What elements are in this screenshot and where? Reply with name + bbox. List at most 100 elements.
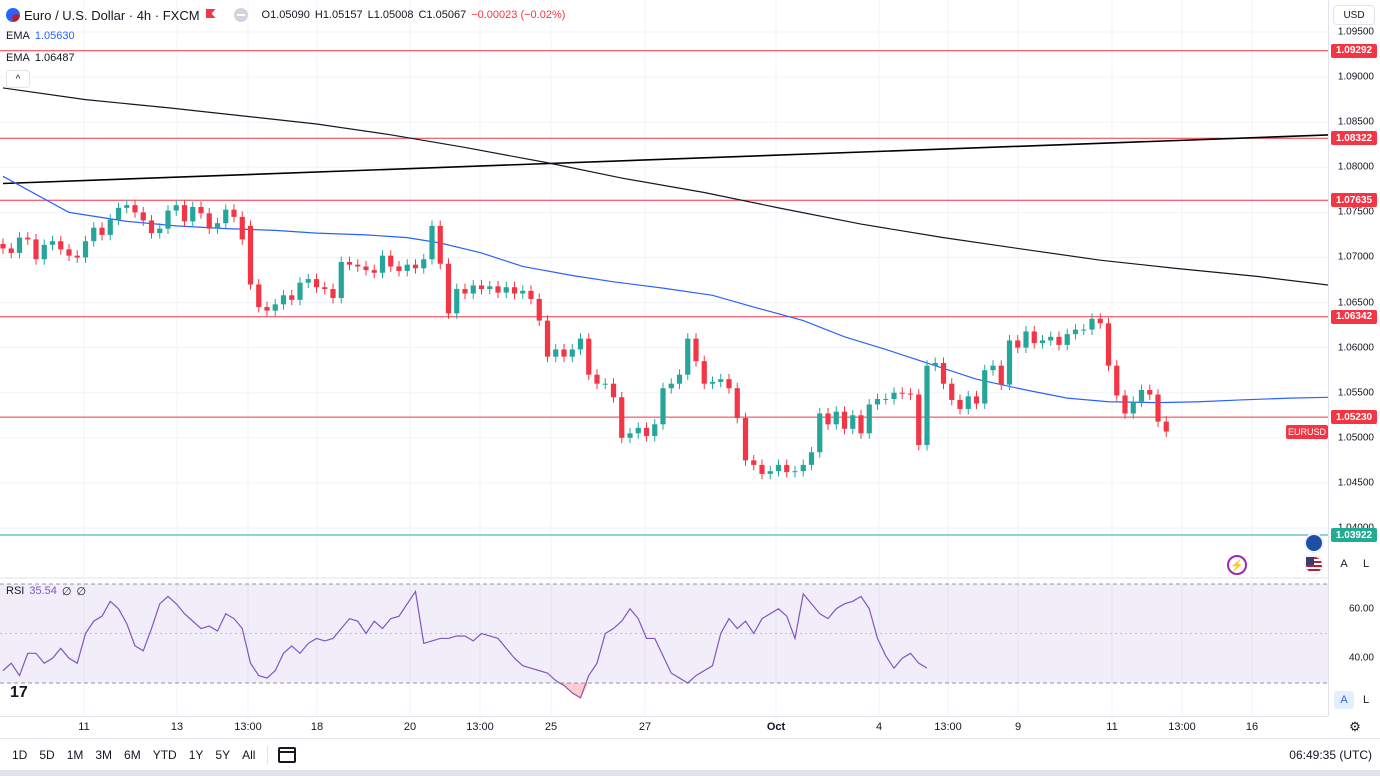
candle-body — [1130, 401, 1136, 414]
candle-body — [140, 212, 146, 221]
tradingview-logo[interactable]: 17 — [10, 684, 28, 701]
chart-area[interactable]: Euro / U.S. Dollar · 4h · FXCM O1.05090 … — [0, 0, 1328, 716]
eu-flag-icon[interactable] — [1304, 533, 1324, 553]
candle-body — [833, 411, 839, 425]
candle-body — [1114, 365, 1120, 396]
candle-body — [586, 338, 592, 375]
candle-body — [652, 424, 658, 437]
symbol-title[interactable]: Euro / U.S. Dollar · 4h · FXCM — [24, 7, 200, 23]
candle-body — [421, 259, 427, 269]
range-button-1y[interactable]: 1Y — [188, 747, 204, 762]
candle-body — [66, 249, 72, 256]
rsi-auto-scale-button[interactable]: A — [1334, 691, 1354, 709]
price-chart-svg[interactable] — [0, 0, 1328, 716]
price-level-badge[interactable]: 1.05230 — [1331, 410, 1377, 425]
time-tick-label: 9 — [1014, 721, 1022, 733]
candle-body — [58, 241, 64, 250]
ohlc-high-value: H1.05157 — [314, 9, 363, 21]
candle-body — [610, 383, 617, 398]
candle-body — [487, 286, 493, 290]
range-button-5y[interactable]: 5Y — [215, 747, 231, 762]
collapse-legend-icon[interactable] — [233, 8, 248, 22]
range-button-3m[interactable]: 3M — [95, 747, 113, 762]
auto-scale-button[interactable]: A — [1340, 558, 1348, 570]
range-button-1m[interactable]: 1M — [66, 747, 84, 762]
candle-body — [685, 338, 691, 375]
price-level-badge[interactable]: 1.09292 — [1331, 43, 1377, 58]
candle-body — [660, 388, 666, 425]
ohlc-change: −0.00023 (−0.02%) — [471, 9, 566, 21]
gear-icon[interactable]: ⚙ — [1349, 719, 1361, 734]
ema-fast-legend[interactable]: EMA 1.05630 — [6, 27, 75, 45]
rsi-param-2: ∅ — [76, 586, 87, 598]
candle-body — [924, 365, 930, 446]
price-level-badge[interactable]: 1.08322 — [1331, 131, 1377, 146]
ohlc-close-value: C1.05067 — [418, 9, 467, 21]
candle-body — [107, 219, 113, 235]
range-button-all[interactable]: All — [242, 747, 256, 762]
rsi-legend[interactable]: RSI 35.54 ∅ ∅ — [6, 585, 86, 598]
candle-body — [330, 289, 336, 299]
candle-body — [742, 417, 749, 461]
candle-body — [462, 289, 468, 294]
rsi-log-scale-button[interactable]: L — [1362, 694, 1370, 706]
candle-body — [1015, 340, 1021, 348]
time-tick-label: Oct — [766, 721, 786, 733]
price-tick-label: 1.09500 — [1337, 26, 1374, 38]
candle-body — [115, 207, 122, 220]
candle-body — [982, 370, 988, 404]
range-button-1d[interactable]: 1D — [12, 747, 28, 762]
candle-body — [198, 206, 204, 214]
candle-body — [817, 413, 823, 453]
range-button-6m[interactable]: 6M — [124, 747, 141, 762]
ema-fast-value: 1.05630 — [34, 30, 75, 42]
currency-button[interactable]: USD — [1333, 5, 1375, 25]
price-axis[interactable]: 1.09500 1.09000 1.08500 1.08000 1.07500 1.070… — [1328, 0, 1380, 716]
price-tick-label: 1.07500 — [1337, 206, 1374, 218]
log-scale-button[interactable]: L — [1362, 558, 1370, 570]
price-tick-label: 1.04000 — [1338, 523, 1374, 534]
candle-body — [932, 362, 938, 366]
candle-body — [1155, 394, 1161, 422]
us-flag-icon[interactable] — [1304, 555, 1324, 575]
candle-body — [553, 349, 559, 357]
utc-clock[interactable]: 06:49:35 (UTC) — [1289, 747, 1372, 762]
candle-body — [594, 374, 600, 384]
time-tick-label: 11 — [78, 721, 90, 733]
candle-body — [454, 289, 460, 314]
range-button-5d[interactable]: 5D — [39, 747, 55, 762]
lightning-icon[interactable]: ⚡ — [1227, 555, 1247, 575]
candle-body — [280, 295, 287, 305]
price-level-badge[interactable]: 1.03922 — [1331, 528, 1377, 543]
candle-body — [396, 266, 402, 271]
price-level-badge[interactable]: 1.06342 — [1331, 309, 1377, 324]
range-button-ytd[interactable]: YTD — [152, 747, 177, 762]
time-tick-label: 13:00 — [934, 721, 962, 733]
candle-body — [41, 244, 47, 260]
candle-body — [16, 237, 23, 253]
ohlc-low: L1.05008 — [368, 9, 414, 21]
price-level-badge[interactable]: 1.07635 — [1331, 193, 1377, 208]
collapse-indicators-button[interactable]: ^ — [6, 70, 30, 88]
candle-body — [1006, 340, 1013, 385]
candle-body — [544, 320, 551, 357]
candle-body — [470, 285, 476, 294]
flag-icon[interactable] — [206, 9, 216, 21]
candle-body — [49, 241, 56, 245]
range-selector: 1D 5D 1M 3M 6M YTD 1Y 5Y All — [6, 743, 261, 767]
symbol-legend: Euro / U.S. Dollar · 4h · FXCM O1.05090 … — [6, 6, 565, 24]
ema-slow-name: EMA — [6, 52, 30, 64]
calendar-icon[interactable] — [278, 746, 297, 763]
candle-body — [99, 227, 105, 235]
ema-slow-legend[interactable]: EMA 1.06487 — [6, 49, 75, 67]
candle-body — [412, 264, 419, 269]
candle-body — [701, 361, 707, 384]
candle-body — [264, 307, 270, 311]
candle-body — [503, 287, 509, 293]
candle-body — [800, 464, 806, 472]
candle-body — [173, 205, 179, 211]
candle-body — [767, 471, 773, 474]
candle-body — [899, 392, 905, 394]
time-axis[interactable]: 11 13 13:00 18 20 13:00 25 27 Oct 4 13:00 9 11 13:00 1… — [0, 716, 1328, 738]
candle-body — [437, 225, 443, 264]
